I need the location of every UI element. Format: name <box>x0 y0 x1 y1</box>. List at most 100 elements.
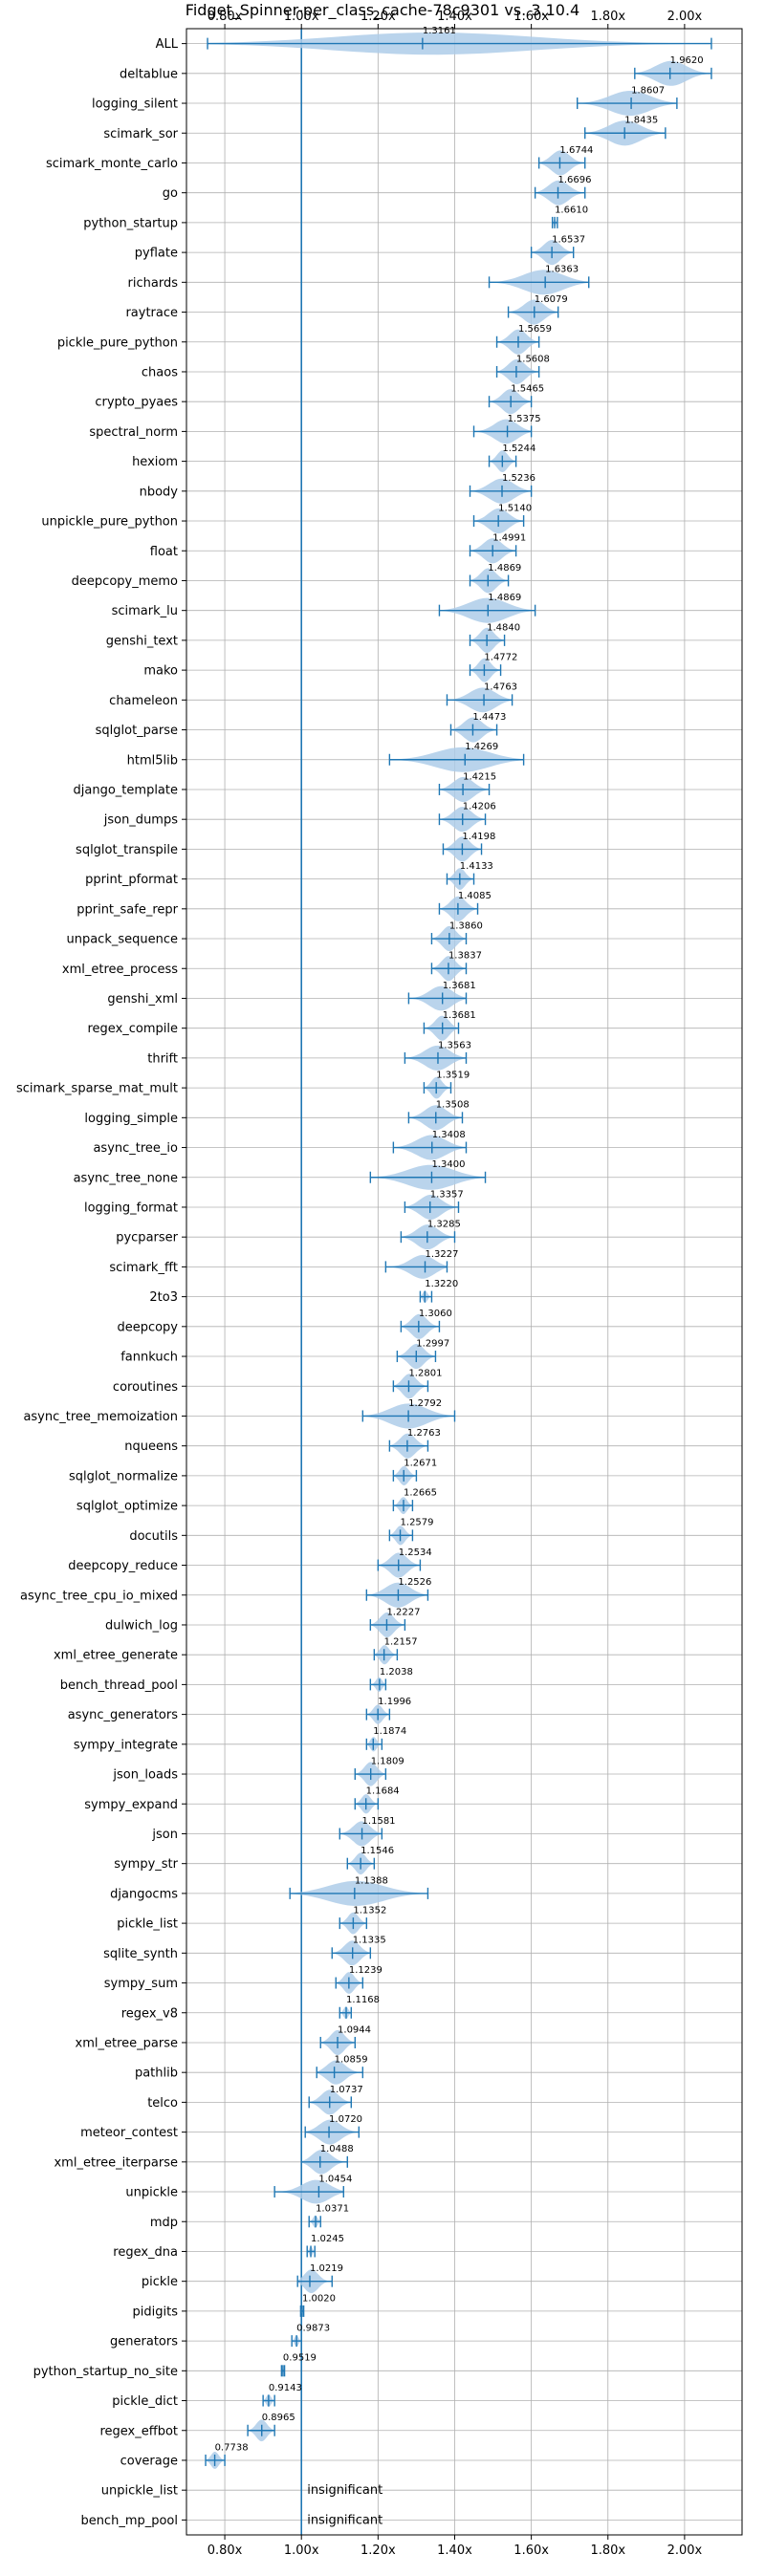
median-value-label: 1.2579 <box>401 1518 434 1528</box>
median-value-label: 1.0020 <box>302 2293 336 2304</box>
benchmark-label: pprint_safe_repr <box>76 902 178 917</box>
median-value-label: 1.0245 <box>311 2234 344 2244</box>
median-value-label: 1.2665 <box>404 1487 437 1498</box>
benchmark-label: dulwich_log <box>105 1618 178 1633</box>
median-value-label: 1.5465 <box>511 384 544 395</box>
axes-layer: 0.80x 0.80x 1.00x 1.00x 1.20x 1.20x 1.40x 1.40x… <box>16 10 743 2558</box>
benchmark-label: scimark_fft <box>109 1261 178 1275</box>
benchmark-label: sympy_sum <box>104 1977 178 1991</box>
benchmark-label: pycparser <box>116 1231 178 1245</box>
benchmark-label: regex_effbot <box>99 2424 178 2438</box>
median-value-label: 1.4869 <box>488 593 521 603</box>
x-tick-label-top: 1.80x <box>590 10 625 24</box>
benchmark-label: float <box>150 545 178 559</box>
benchmark-label: richards <box>128 276 179 291</box>
median-value-label: 1.1684 <box>366 1786 400 1797</box>
benchmark-label: async_tree_io <box>93 1141 178 1156</box>
benchmark-label: xml_etree_parse <box>76 2036 178 2050</box>
marks-layer: 1.3161 1.9620 1.8607 1.8435 1.6744 1.6696 1.66… <box>205 26 712 2535</box>
median-value-label: 1.3400 <box>431 1159 465 1170</box>
median-value-label: 0.7738 <box>215 2442 249 2453</box>
x-tick-label-top: 1.60x <box>514 10 549 24</box>
benchmark-label: async_tree_memoization <box>23 1410 178 1424</box>
median-value-label: 1.3519 <box>436 1070 470 1080</box>
median-value-label: 1.6696 <box>558 175 592 185</box>
median-value-label: 1.1388 <box>355 1875 388 1886</box>
benchmark-label: bench_mp_pool <box>80 2514 178 2528</box>
median-value-label: 1.1996 <box>378 1697 411 1707</box>
median-value-label: 1.2534 <box>399 1548 432 1558</box>
median-value-label: 1.5244 <box>502 444 536 454</box>
benchmark-label: scimark_sor <box>103 127 178 141</box>
median-value-label: 1.4269 <box>465 742 498 752</box>
median-value-label: 1.0859 <box>335 2055 368 2066</box>
median-value-label: 1.3681 <box>443 1010 476 1021</box>
benchmark-label: sqlglot_parse <box>96 724 178 738</box>
median-value-label: 1.2763 <box>407 1428 441 1439</box>
benchmark-label: json_dumps <box>103 813 178 828</box>
benchmark-label: meteor_contest <box>80 2126 178 2140</box>
benchmark-label: sqlglot_transpile <box>76 843 178 857</box>
benchmark-label: deltablue <box>120 67 178 81</box>
benchmark-label: hexiom <box>132 455 178 469</box>
x-tick-label-bottom: 1.00x <box>284 2544 319 2558</box>
median-value-label: 1.4763 <box>484 682 517 693</box>
benchmark-label: xml_etree_iterparse <box>54 2155 178 2170</box>
benchmark-label: python_startup <box>83 216 178 230</box>
x-tick-label-bottom: 2.00x <box>667 2544 703 2558</box>
benchmark-label: pathlib <box>135 2067 178 2081</box>
benchmark-label: unpickle_pure_python <box>41 515 178 530</box>
median-value-label: 1.1335 <box>353 1936 386 1946</box>
median-value-label: 1.3161 <box>423 26 456 36</box>
median-value-label: 1.2671 <box>404 1458 437 1468</box>
benchmark-label: docutils <box>129 1529 178 1544</box>
benchmark-label: djangocms <box>110 1887 178 1901</box>
median-value-label: 1.2157 <box>384 1637 418 1648</box>
median-value-label: 1.4133 <box>460 861 493 872</box>
benchmark-label: pyflate <box>135 247 178 261</box>
median-value-label: 1.0737 <box>330 2085 363 2095</box>
benchmark-label: mako <box>143 664 178 679</box>
benchmark-label: pickle_pure_python <box>57 336 178 350</box>
benchmark-label: pidigits <box>133 2305 179 2319</box>
benchmark-label: pickle <box>142 2275 178 2289</box>
median-value-label: 1.5140 <box>498 503 532 513</box>
median-value-label: 1.0488 <box>320 2144 354 2154</box>
x-tick-label-top: 1.00x <box>284 10 319 24</box>
median-value-label: 1.3220 <box>425 1279 458 1289</box>
median-value-label: 1.5608 <box>516 354 550 364</box>
median-value-label: 1.3860 <box>449 920 483 931</box>
benchmark-label: sqlglot_optimize <box>76 1500 178 1514</box>
median-value-label: 1.0219 <box>310 2263 343 2274</box>
median-value-label: 1.2038 <box>380 1667 413 1678</box>
median-value-label: 1.1168 <box>346 1995 380 2005</box>
benchmark-label: unpickle <box>125 2186 178 2200</box>
benchmark-label: scimark_sparse_mat_mult <box>16 1082 178 1096</box>
median-value-label: 1.0720 <box>329 2114 362 2125</box>
benchmark-label: crypto_pyaes <box>95 396 178 410</box>
benchmark-label: xml_etree_generate <box>54 1649 178 1663</box>
median-value-label: 1.4840 <box>487 622 520 633</box>
benchmark-label: pickle_dict <box>112 2394 178 2409</box>
benchmark-label: sqlglot_normalize <box>69 1469 178 1483</box>
benchmark-label: sympy_integrate <box>74 1738 178 1752</box>
median-value-label: 1.6610 <box>555 205 588 215</box>
benchmark-label: thrift <box>147 1051 178 1066</box>
benchmark-label: go <box>163 186 178 201</box>
benchmark-label: json <box>151 1828 178 1842</box>
x-tick-label-bottom: 0.80x <box>208 2544 243 2558</box>
benchmark-label: pickle_list <box>117 1917 178 1932</box>
median-value-label: 1.2801 <box>408 1369 442 1379</box>
median-value-label: 1.4772 <box>484 652 517 662</box>
x-tick-label-top: 1.40x <box>437 10 472 24</box>
benchmark-label: nbody <box>140 485 179 499</box>
insignificant-label: insignificant <box>307 2483 382 2498</box>
benchmark-label: chameleon <box>109 694 178 708</box>
benchmark-label: json_loads <box>112 1768 178 1783</box>
median-value-label: 1.3408 <box>432 1130 466 1140</box>
benchmark-label: scimark_monte_carlo <box>46 157 178 171</box>
benchmark-label: regex_v8 <box>121 2006 178 2021</box>
